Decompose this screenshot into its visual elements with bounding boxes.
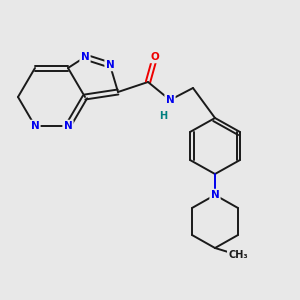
- Text: N: N: [81, 52, 89, 62]
- Text: H: H: [159, 111, 167, 121]
- Text: O: O: [151, 52, 159, 62]
- Text: N: N: [211, 190, 219, 200]
- Text: CH₃: CH₃: [228, 250, 248, 260]
- Text: N: N: [166, 95, 174, 105]
- Text: N: N: [64, 121, 72, 131]
- Text: N: N: [31, 121, 39, 131]
- Text: N: N: [106, 60, 114, 70]
